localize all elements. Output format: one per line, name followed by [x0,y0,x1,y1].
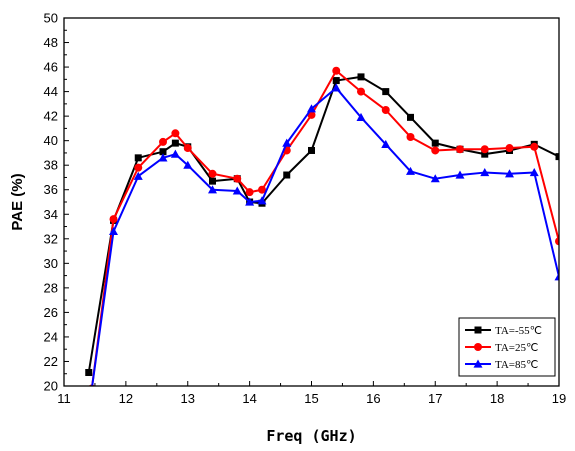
x-tick-label: 13 [181,391,195,406]
square-point [431,139,439,147]
triangle-point [183,160,193,169]
triangle-point [381,139,391,148]
circle-point [505,144,514,153]
legend-marker [474,343,482,351]
x-tick-label: 19 [552,391,566,406]
y-tick-label: 48 [44,35,58,50]
axis-layer: 11 12 13 14 15 16 17 18 19 20 22 24 26 28 30 32 34 36 38 40… [44,11,567,407]
circle-point [183,144,192,153]
triangle-point [158,153,168,162]
x-tick-label: 18 [490,391,504,406]
circle-point [456,145,464,154]
triangle-point [245,197,255,206]
triangle-point [406,166,415,175]
x-tick-label: 16 [366,391,380,406]
triangle-point [356,112,366,121]
circle-point [233,174,242,183]
y-tick-label: 30 [44,256,58,271]
circle-point [530,142,539,151]
square-point [171,139,179,147]
series-line [91,86,559,386]
triangle-point [480,168,490,177]
circle-point [431,146,440,155]
square-point [283,171,291,179]
square-point [555,153,559,161]
circle-point [555,237,559,246]
y-tick-label: 38 [44,158,58,173]
triangle-point [307,104,316,113]
circle-point [134,163,143,172]
square-point [209,177,216,185]
square-point [382,88,390,96]
y-tick-label: 34 [44,207,58,222]
triangle-point [430,174,440,183]
y-tick-label: 44 [44,84,58,99]
x-tick-label: 12 [119,391,133,406]
series-group [88,66,559,386]
circle-point [480,145,489,154]
triangle-point [331,83,341,92]
series-group [90,83,559,386]
square-point [407,113,414,121]
triangle-point [282,138,292,147]
triangle-point [455,170,465,179]
legend-entry-label: TA=85℃ [495,359,538,371]
circle-point [159,137,167,146]
circle-point [381,106,390,114]
circle-point [171,129,180,138]
series-line [91,69,559,386]
triangle-point [257,196,267,205]
legend-marker [474,326,482,334]
y-tick-label: 40 [44,133,58,148]
y-tick-label: 28 [44,280,58,295]
triangle-point [208,185,217,194]
y-tick-label: 32 [44,231,58,246]
x-tick-label: 17 [428,391,442,406]
circle-point [245,188,254,197]
circle-point [109,215,118,224]
square-point [481,150,489,158]
square-point [134,154,142,162]
x-tick-label: 15 [304,391,318,406]
series-layer [85,66,559,386]
circle-point [258,185,266,194]
x-axis-title: Freq (GHz) [266,427,356,445]
square-point [85,369,93,377]
triangle-point [170,149,180,158]
legend-entry-label: TA=25℃ [495,342,538,354]
legend-entry-label: TA=-55℃ [495,325,542,337]
triangle-point [554,272,559,281]
square-point [159,148,167,156]
square-point [357,73,365,81]
x-tick-label: 11 [57,391,71,406]
series-line [87,75,559,373]
circle-point [406,132,415,141]
x-tick-label: 14 [242,391,256,406]
y-tick-label: 24 [44,329,58,344]
circle-point [332,66,341,75]
triangle-point [505,169,514,178]
triangle-point [232,186,242,195]
square-point [308,146,315,154]
circle-point [208,169,217,178]
triangle-point [133,171,143,180]
y-tick-label: 46 [44,60,58,75]
y-tick-label: 20 [44,379,58,394]
y-axis-title: PAE (%) [9,173,26,230]
y-tick-label: 36 [44,182,58,197]
y-tick-label: 26 [44,305,58,320]
series-group [85,73,559,377]
y-tick-label: 22 [44,354,58,369]
legend: TA=-55℃ TA=25℃ TA=85℃ [458,317,556,377]
square-point [332,77,340,85]
y-tick-label: 50 [44,11,58,26]
y-tick-label: 42 [44,109,58,124]
circle-point [357,87,365,96]
triangle-point [109,226,118,236]
legend-marker [473,359,483,368]
triangle-point [529,168,539,177]
